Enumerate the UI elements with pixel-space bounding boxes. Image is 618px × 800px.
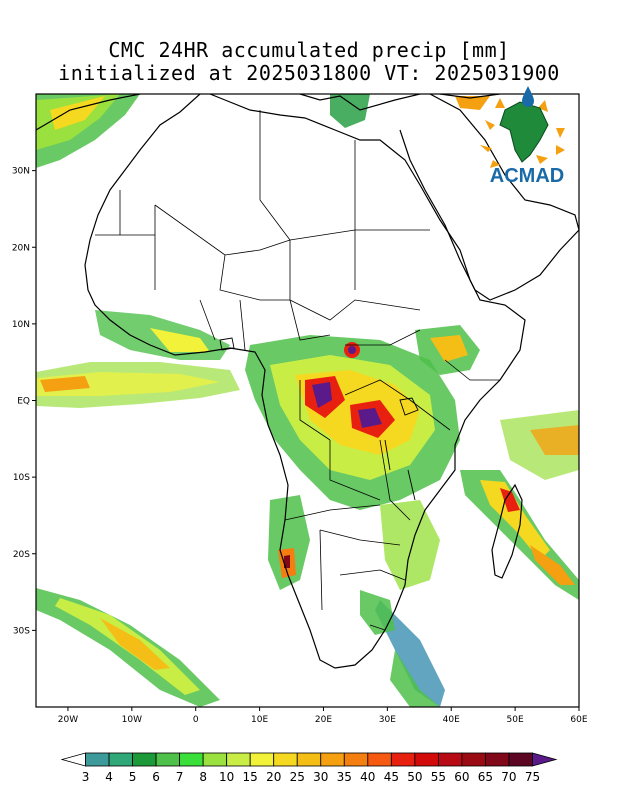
colorbar-swatch: [132, 752, 157, 767]
map-plot-area: [36, 94, 579, 707]
colorbar-swatch: [532, 752, 558, 767]
colorbar-swatch: [414, 752, 439, 767]
y-tick-label: 30N: [12, 167, 30, 177]
y-tick-label: 30S: [13, 626, 30, 636]
colorbar-swatch: [296, 752, 322, 767]
x-tick-label: 20W: [58, 715, 78, 725]
colorbar-label: 10: [219, 770, 234, 784]
colorbar-label: 3: [82, 770, 90, 784]
colorbar-swatch: [108, 752, 133, 767]
x-tick-label: 0: [193, 715, 199, 725]
y-tick-label: 20N: [12, 243, 30, 253]
coastlines: [36, 94, 579, 669]
colorbar-swatch: [437, 752, 463, 767]
colorbar-label: 40: [360, 770, 375, 784]
y-tick-label: EQ: [17, 397, 30, 407]
map-title-line2: initialized at 2025031800 VT: 2025031900: [58, 61, 560, 85]
colorbar-label: 25: [290, 770, 305, 784]
colorbar-swatch: [461, 752, 486, 767]
precip-fields: [36, 94, 579, 707]
y-tick-label: 20S: [13, 550, 30, 560]
acmad-logo: ACMAD: [480, 86, 565, 187]
colorbar-label: 5: [129, 770, 137, 784]
x-tick-label: 20E: [315, 715, 332, 725]
colorbar-label: 8: [199, 770, 207, 784]
y-tick-label: 10N: [12, 320, 30, 330]
x-tick-label: 10W: [122, 715, 142, 725]
x-tick-label: 60E: [570, 715, 587, 725]
borders: [95, 110, 500, 631]
colorbar-label: 60: [454, 770, 469, 784]
colorbar-label: 75: [525, 770, 540, 784]
colorbar-swatch: [85, 752, 110, 767]
colorbar-swatch: [60, 752, 86, 767]
colorbar-label: 4: [105, 770, 113, 784]
colorbar-swatch: [320, 752, 345, 767]
colorbar-swatch: [155, 752, 181, 767]
colorbar-label: 50: [407, 770, 422, 784]
colorbar-label: 70: [501, 770, 516, 784]
colorbar-label: 20: [266, 770, 281, 784]
colorbar-label: 15: [243, 770, 258, 784]
colorbar-swatch: [179, 752, 204, 767]
colorbar-swatch: [202, 752, 228, 767]
colorbar-swatch: [226, 752, 251, 767]
acmad-logo-text: ACMAD: [490, 165, 564, 187]
water-drop-icon: [522, 86, 534, 107]
colorbar-label: 55: [431, 770, 446, 784]
colorbar: 3 4 5 6 7 8 10 15 20 25 30 35 40 45 50 55 60 65 70 75: [60, 752, 558, 784]
colorbar-swatch: [343, 752, 369, 767]
x-tick-label: 30E: [379, 715, 396, 725]
colorbar-label: 6: [152, 770, 160, 784]
colorbar-swatch: [508, 752, 533, 767]
africa-map-icon: [499, 101, 549, 163]
colorbar-label: 7: [176, 770, 184, 784]
lakes: [219, 337, 419, 501]
y-tick-label: 10S: [13, 473, 30, 483]
x-axis-labels: 20W 10W 0 10E 20E 30E 40E 50E 60E: [58, 707, 588, 725]
colorbar-swatch: [249, 752, 275, 767]
x-tick-label: 40E: [443, 715, 460, 725]
x-tick-label: 50E: [507, 715, 524, 725]
colorbar-label: 35: [337, 770, 352, 784]
colorbar-swatch: [485, 752, 510, 767]
colorbar-label: 65: [478, 770, 493, 784]
colorbar-label: 30: [313, 770, 328, 784]
map-title-line1: CMC 24HR accumulated precip [mm]: [108, 38, 510, 62]
colorbar-swatch: [367, 752, 392, 767]
colorbar-label: 45: [384, 770, 399, 784]
colorbar-swatch: [273, 752, 298, 767]
colorbar-swatch: [390, 752, 416, 767]
x-tick-label: 10E: [251, 715, 268, 725]
y-axis-labels: 30N 20N 10N EQ 10S 20S 30S: [12, 167, 36, 636]
